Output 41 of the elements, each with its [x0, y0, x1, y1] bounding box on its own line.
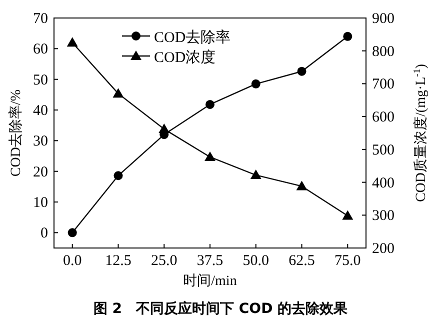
- x-axis-title: 时间/min: [183, 273, 237, 289]
- y2-tick-label: 800: [372, 44, 394, 60]
- y-tick-label: 0: [40, 226, 48, 242]
- point: [66, 37, 78, 47]
- y2-tick-label: 700: [372, 76, 394, 93]
- point: [297, 66, 306, 76]
- y-tick-label: 60: [33, 42, 48, 58]
- y2-tick-label: 600: [372, 110, 394, 126]
- point: [251, 79, 260, 88]
- x-tick-label: 62.5: [288, 253, 315, 269]
- text: 图 2 不同反应时间下 COD 的去除效果: [93, 300, 349, 317]
- y2-tick-label: 400: [372, 175, 394, 192]
- y2-tick-label: 900: [372, 11, 394, 27]
- point: [206, 100, 214, 109]
- legend-label: COD去除率: [154, 29, 231, 46]
- y2-tick-label: 300: [372, 208, 394, 224]
- point: [250, 170, 262, 180]
- y-tick-label: 10: [33, 195, 48, 211]
- x-tick-label: 25.0: [150, 253, 178, 269]
- y-tick-label: 40: [33, 103, 48, 119]
- point: [296, 180, 308, 190]
- point: [204, 151, 216, 161]
- point: [112, 88, 124, 98]
- y-tick-label: 70: [33, 11, 48, 27]
- y-tick-label: 30: [33, 134, 48, 150]
- point: [342, 210, 354, 220]
- point: [68, 228, 77, 238]
- y-tick-label: 20: [33, 164, 48, 180]
- y-tick-label: 50: [33, 72, 48, 88]
- x-tick-label: 50.0: [242, 253, 270, 269]
- x-tick-label: 37.5: [196, 253, 224, 269]
- x-tick-label: 75.0: [334, 253, 361, 269]
- point: [158, 124, 170, 134]
- legend-label: COD浓度: [154, 49, 216, 66]
- x-tick-label: 12.5: [105, 253, 132, 269]
- y2-tick-label: 500: [372, 142, 394, 158]
- y2-tick-label: 200: [372, 241, 394, 257]
- point: [343, 32, 352, 41]
- y-axis-title: COD去除率/%: [8, 89, 24, 177]
- point: [114, 171, 123, 180]
- x-tick-label: 0.0: [62, 253, 82, 269]
